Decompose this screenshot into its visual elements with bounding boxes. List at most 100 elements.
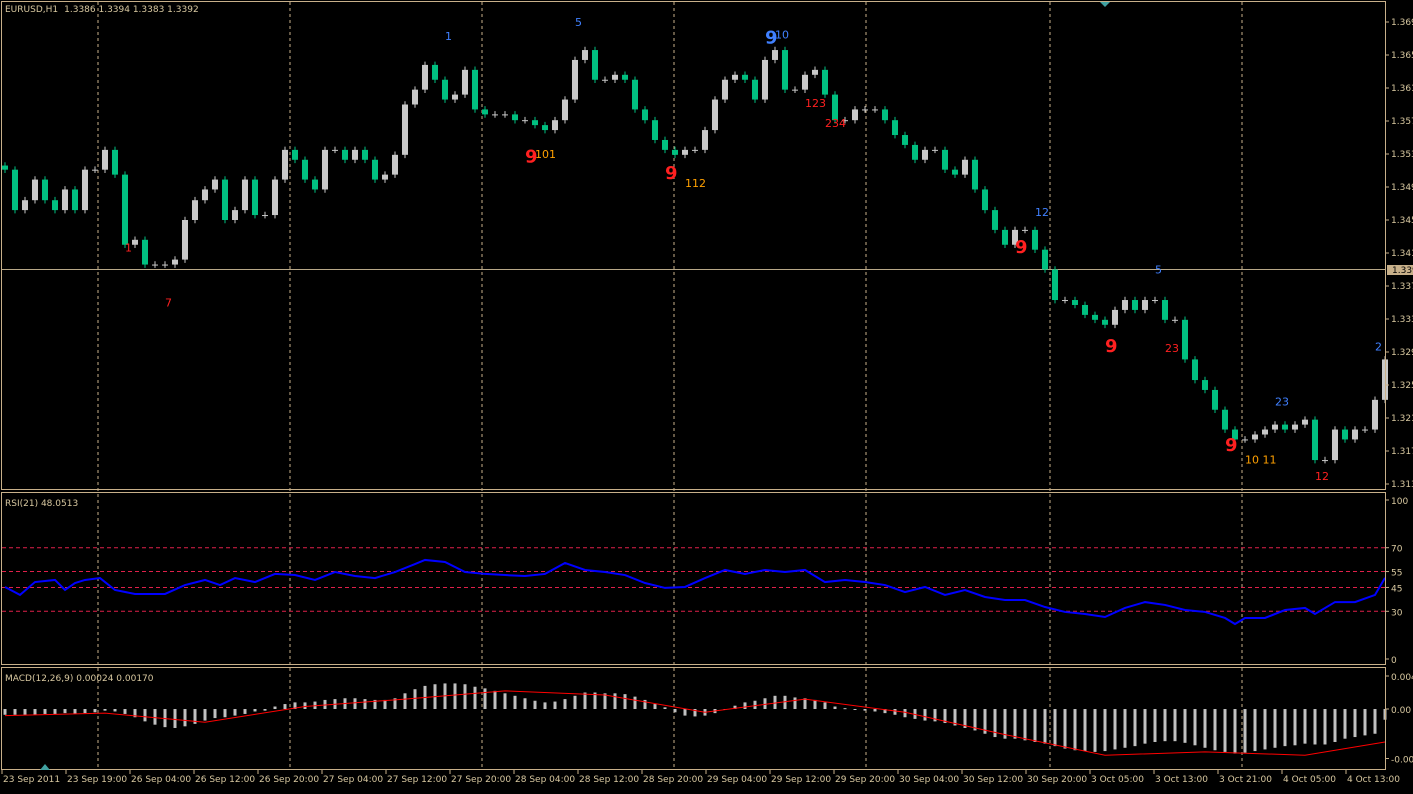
candle-body — [132, 239, 138, 245]
macd-histogram-bar — [1243, 709, 1247, 753]
macd-histogram-bar — [1113, 709, 1117, 750]
macd-histogram-bar — [613, 693, 617, 709]
candle-body — [882, 109, 888, 121]
macd-histogram-bar — [493, 690, 497, 709]
macd-histogram-bar — [833, 706, 837, 709]
time-label: 29 Sep 20:00 — [835, 775, 895, 785]
macd-histogram-bar — [1083, 709, 1087, 752]
time-label: 28 Sep 20:00 — [643, 775, 703, 785]
macd-histogram-bar — [883, 709, 887, 714]
macd-histogram-bar — [1353, 709, 1357, 738]
candle-body — [262, 215, 268, 217]
macd-histogram-bar — [1323, 709, 1327, 745]
price-tick-label: 1.313 — [1391, 480, 1413, 490]
candle-body — [612, 74, 618, 80]
candle-body — [772, 50, 778, 60]
axes: 1.369 1.365 1.361 1.357 1.353 1.349 1.345 1.341… — [1, 18, 1413, 785]
macd-histogram-bar — [553, 701, 557, 709]
macd-histogram-bar — [393, 698, 397, 709]
candle-body — [152, 264, 158, 266]
macd-histogram-bar — [1333, 709, 1337, 742]
candle-body — [92, 169, 98, 171]
macd-histogram-bar — [563, 699, 567, 709]
macd-histogram-bar — [383, 699, 387, 709]
candle-body — [1082, 304, 1088, 315]
rsi-title: RSI(21) 48.0513 — [5, 499, 78, 509]
price-panel-frame — [1, 1, 1386, 490]
candle-body — [942, 149, 948, 170]
macd-histogram-bar — [63, 709, 67, 714]
macd-histogram-bar — [53, 709, 57, 714]
macd-histogram-bar — [943, 709, 947, 724]
macd-histogram-bar — [1263, 709, 1267, 750]
macd-histogram-bar — [903, 709, 907, 718]
candle-body — [932, 149, 938, 151]
candle-body — [652, 120, 658, 140]
macd-histogram-bar — [1033, 709, 1037, 742]
macd-histogram-bar — [233, 709, 237, 716]
macd-histogram-bar — [483, 688, 487, 709]
macd-histogram-bar — [173, 709, 177, 728]
rsi-panel[interactable] — [2, 547, 1386, 626]
td-count-label: 112 — [685, 177, 706, 190]
candle-body — [1302, 419, 1308, 425]
macd-histogram-bar — [643, 699, 647, 709]
td-count-label: 1 — [445, 30, 452, 43]
candle-body — [332, 149, 338, 151]
macd-histogram-bar — [1313, 709, 1317, 745]
candle-body — [972, 159, 978, 190]
macd-histogram-bar — [1253, 709, 1257, 752]
marker-triangle-icon — [1100, 2, 1110, 7]
candle-body — [1062, 300, 1068, 302]
macd-tick-label: -0.006 — [1391, 756, 1413, 766]
macd-histogram-bar — [263, 709, 267, 711]
macd-histogram-bar — [663, 707, 667, 709]
macd-histogram-bar — [43, 709, 47, 714]
candle-body — [1192, 359, 1198, 381]
macd-histogram-bar — [843, 708, 847, 710]
candle-body — [452, 94, 458, 100]
price-tick-label: 1.317 — [1391, 447, 1413, 457]
candle-body — [712, 99, 718, 131]
macd-histogram-bar — [403, 693, 407, 709]
candle-body — [802, 74, 808, 90]
td-count-label: 1 — [125, 241, 132, 254]
rsi-tick-label: 0 — [1391, 656, 1397, 666]
candle-body — [472, 69, 478, 110]
candle-body — [362, 149, 368, 160]
candle-body — [1172, 319, 1178, 321]
macd-histogram-bar — [923, 709, 927, 721]
macd-signal-line — [4, 690, 1386, 756]
candle-body — [442, 79, 448, 100]
candle-body — [1022, 229, 1028, 231]
candle-body — [202, 189, 208, 201]
candle-body — [732, 74, 738, 80]
candle-body — [52, 200, 58, 211]
rsi-tick-label: 100 — [1391, 497, 1408, 507]
price-tick-label: 1.333 — [1391, 315, 1413, 325]
time-label: 28 Sep 12:00 — [579, 775, 639, 785]
candle-body — [862, 109, 868, 111]
macd-histogram-bar — [363, 699, 367, 709]
macd-histogram-bar — [863, 709, 867, 711]
candle-body — [382, 174, 388, 180]
candle-body — [1152, 300, 1158, 302]
candle-body — [792, 89, 798, 91]
candle-body — [1002, 229, 1008, 245]
macd-panel[interactable] — [3, 683, 1387, 756]
candle-body — [1372, 399, 1378, 430]
candle-body — [1252, 434, 1258, 440]
macd-histogram-bar — [133, 709, 137, 718]
panel-frames — [1, 1, 1386, 770]
macd-histogram-bar — [603, 693, 607, 709]
price-tick-label: 1.325 — [1391, 381, 1413, 391]
candle-body — [1282, 424, 1288, 430]
td-count-label: 9 — [1105, 336, 1118, 357]
macd-histogram-bar — [753, 700, 757, 709]
price-tick-label: 1.345 — [1391, 216, 1413, 226]
candle-body — [1102, 319, 1108, 325]
candle-body — [252, 179, 258, 216]
macd-histogram-bar — [933, 709, 937, 722]
